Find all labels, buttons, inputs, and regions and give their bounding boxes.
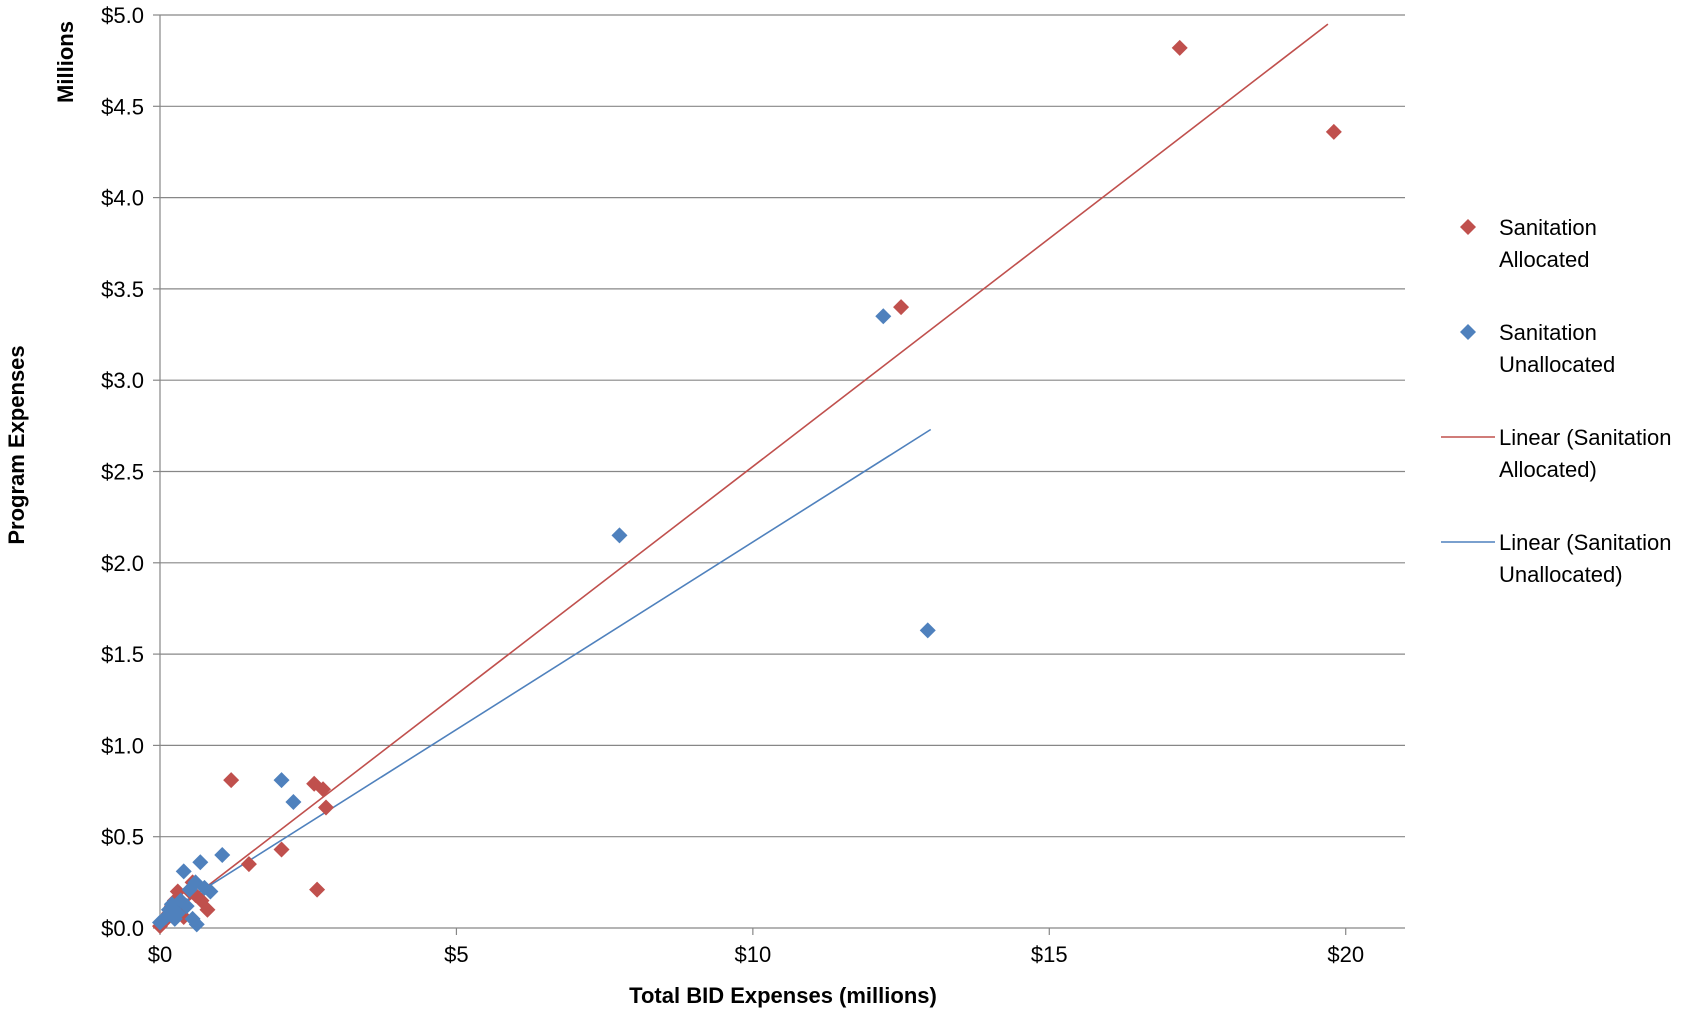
scatter-point xyxy=(214,846,231,863)
scatter-point xyxy=(188,916,205,933)
gridlines xyxy=(160,14,1405,838)
scatter-point xyxy=(318,799,334,816)
scatter-point xyxy=(273,772,290,789)
y-tick-label: $3.0 xyxy=(101,368,144,393)
scatter-point xyxy=(273,841,290,858)
scatter-point xyxy=(893,299,910,316)
y-tick-label: $4.0 xyxy=(101,186,144,211)
scatter-point xyxy=(309,881,326,898)
trendline xyxy=(159,428,932,918)
y-tick-label: $5.0 xyxy=(101,3,144,28)
legend-label: Allocated) xyxy=(1499,457,1597,482)
scatter-point xyxy=(875,308,892,325)
x-axis-title: Total BID Expenses (millions) xyxy=(629,983,937,1008)
scatter-point xyxy=(919,622,936,639)
y-tick-label: $4.5 xyxy=(101,94,144,119)
scatter-point xyxy=(169,905,186,922)
scatter-point xyxy=(1171,39,1188,56)
axes xyxy=(153,14,1405,935)
tick-labels: $0.0 $0.5 $1.0 $1.5 $2.0 $2.5 $3.0 $3.5 $4.0 $4.5… xyxy=(101,3,1364,967)
trendlines xyxy=(159,23,1329,924)
y-tick-label: $3.5 xyxy=(101,277,144,302)
legend-label: Unallocated) xyxy=(1499,562,1623,587)
legend-label: Sanitation xyxy=(1499,215,1597,240)
x-tick-label: $15 xyxy=(1031,942,1068,967)
y-tick-label: $1.0 xyxy=(101,733,144,758)
y-axis-title: Program Expenses xyxy=(4,345,29,544)
data-points xyxy=(152,39,1342,935)
y-axis-units-label: Millions xyxy=(53,21,78,103)
y-tick-label: $0.0 xyxy=(101,916,144,941)
legend-label: Linear (Sanitation xyxy=(1499,530,1671,555)
y-tick-label: $0.5 xyxy=(101,825,144,850)
x-tick-label: $5 xyxy=(444,942,468,967)
scatter-point xyxy=(611,527,628,544)
scatter-point xyxy=(240,856,257,873)
legend-label: Allocated xyxy=(1499,247,1590,272)
legend-label: Unallocated xyxy=(1499,352,1615,377)
scatter-point xyxy=(199,901,216,918)
legend-label: Linear (Sanitation xyxy=(1499,425,1671,450)
legend-marker xyxy=(1460,219,1476,235)
scatter-point xyxy=(175,863,192,880)
x-tick-label: $10 xyxy=(734,942,771,967)
x-tick-label: $20 xyxy=(1327,942,1364,967)
y-tick-label: $1.5 xyxy=(101,642,144,667)
scatter-point xyxy=(202,883,219,900)
legend-marker xyxy=(1460,324,1476,340)
scatter-point xyxy=(178,898,195,915)
y-tick-label: $2.0 xyxy=(101,551,144,576)
trendline xyxy=(159,23,1329,924)
scatter-point xyxy=(315,781,332,798)
scatter-point xyxy=(223,772,240,789)
legend-label: Sanitation xyxy=(1499,320,1597,345)
scatter-point xyxy=(285,794,302,811)
x-tick-label: $0 xyxy=(148,942,172,967)
legend: Sanitation Allocated Sanitation Unallocated… xyxy=(1441,215,1671,587)
scatter-point xyxy=(1325,123,1342,140)
y-tick-label: $2.5 xyxy=(101,460,144,485)
scatter-point xyxy=(192,854,209,871)
